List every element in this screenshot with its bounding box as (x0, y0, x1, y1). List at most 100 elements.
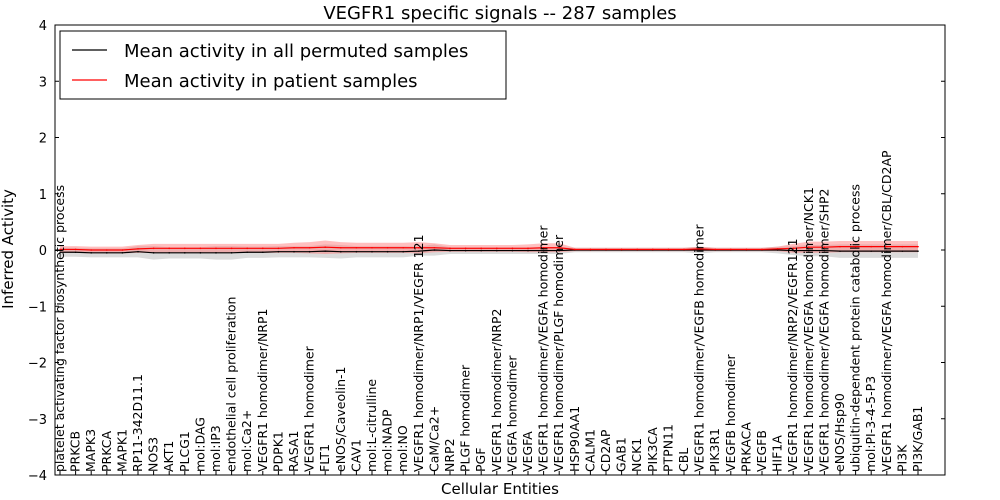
permuted-samples-line-point (917, 250, 919, 252)
patient-samples-line-point (215, 247, 217, 250)
y-tick-label: 3 (39, 75, 47, 90)
patient-samples-line-point (402, 246, 405, 249)
legend-box (59, 30, 507, 100)
category-label: mol:DAG (192, 417, 207, 472)
category-label: CALM1 (582, 429, 597, 472)
permuted-samples-line-point (106, 252, 108, 254)
patient-samples-line-point (714, 248, 716, 251)
category-label: PGF (473, 448, 488, 472)
category-label: VEGFR1 homodimer/VEGFA homodimer (536, 225, 551, 472)
permuted-samples-line-point (90, 252, 92, 254)
category-label: RASA1 (286, 431, 301, 472)
permuted-samples-line-point (199, 252, 202, 254)
category-labels: platelet activating factor biosynthetic … (52, 150, 925, 475)
permuted-samples-line-point (59, 251, 61, 254)
y-tick-label: −3 (28, 413, 47, 428)
permuted-samples-line-point (371, 250, 373, 253)
patient-samples-line-point (870, 245, 872, 248)
permuted-samples-line (60, 249, 918, 254)
permuted-samples-line-point (449, 249, 451, 252)
patient-samples-line-point (667, 248, 670, 251)
patient-samples-line-point (542, 246, 545, 249)
category-label: HSP90AA1 (567, 406, 582, 472)
patient-samples-line-point (652, 248, 654, 251)
permuted-samples-line-point (168, 252, 170, 254)
category-label: PIK3R1 (707, 428, 722, 472)
category-label: mol:Ca2+ (239, 410, 254, 472)
category-label: CAV1 (348, 439, 363, 472)
patient-samples-line-point (449, 247, 451, 250)
category-label: VEGFB homodimer (723, 353, 738, 472)
category-label: PLGF homodimer (458, 364, 473, 472)
category-label: CBL (676, 448, 691, 472)
patient-samples-line-point (839, 245, 841, 248)
category-label: eNOS/Caveolin-1 (333, 367, 348, 472)
permuted-samples-line-point (246, 251, 248, 254)
permuted-samples-line-point (230, 252, 233, 254)
y-axis-label: Inferred Activity (0, 189, 17, 309)
permuted-samples-line-point (542, 249, 545, 252)
category-label: NCK1 (629, 438, 644, 472)
category-label: VEGFR1 homodimer/PLGF homodimer (551, 234, 566, 472)
patient-samples-line-point (792, 247, 794, 250)
patient-samples-line-point (340, 246, 342, 249)
legend-label-patient: Mean activity in patient samples (124, 71, 418, 92)
category-label: VEGFR1 homodimer/NRP2 (489, 309, 504, 472)
category-label: PRKCA (99, 431, 114, 472)
permuted-samples-line-point (823, 249, 826, 252)
patient-samples-line-point (418, 246, 420, 249)
patient-samples-line-point (168, 247, 170, 250)
y-tick-label: 2 (39, 132, 47, 147)
category-label: FLT1 (317, 444, 332, 472)
category-label: PLCG1 (177, 431, 192, 472)
permuted-samples-line-point (527, 249, 529, 252)
plot-frame (54, 24, 946, 476)
patient-samples-line-point (277, 247, 280, 250)
category-label: mol:NO (395, 425, 410, 472)
patient-samples-line-point (636, 248, 638, 251)
patient-samples-line-point (511, 247, 514, 250)
legend-label-permuted: Mean activity in all permuted samples (124, 41, 468, 62)
patient-samples-line-point (59, 248, 61, 251)
patient-samples-line-point (776, 248, 779, 250)
permuted-samples-line-point (480, 249, 483, 252)
permuted-samples-line-point (808, 249, 810, 252)
category-label: HIF1A (770, 435, 785, 472)
permuted-samples-line-point (137, 250, 139, 253)
permuted-samples-line-point (418, 250, 420, 252)
permuted-samples-line-point (262, 251, 264, 254)
patient-samples-line-point (574, 248, 576, 251)
category-label: PDPK1 (270, 431, 285, 472)
category-label: VEGFR1 homodimer/VEGFA homodimer/SHP2 (816, 188, 831, 472)
patient-samples-line-point (293, 246, 295, 249)
y-axis-ticks: −4 −3 −2 −1 0 1 2 3 4 (28, 19, 945, 484)
permuted-samples-line-point (511, 249, 514, 252)
patient-samples-line-point (137, 248, 139, 250)
category-label: mol:IP3 (208, 425, 223, 472)
category-label: CaM/Ca2+ (426, 406, 441, 472)
patient-samples-line-point (823, 246, 826, 248)
patient-samples-line-point (527, 247, 529, 250)
patient-samples-line-point (121, 249, 124, 251)
y-tick-label: −4 (28, 469, 47, 484)
patient-samples-line-point (230, 247, 233, 250)
category-label: AKT1 (161, 441, 176, 472)
permuted-samples-line-point (886, 250, 888, 252)
patient-samples-line (60, 246, 918, 251)
patient-samples-line-point (480, 247, 483, 250)
permuted-samples-line-point (854, 250, 857, 252)
permuted-samples-line-point (121, 252, 124, 254)
chart-title: VEGFR1 specific signals -- 287 samples (323, 3, 676, 24)
category-label: mol:PI-3-4-5-P3 (863, 376, 878, 472)
category-label: PI3K (894, 444, 909, 472)
permuted-samples-line-point (308, 250, 311, 253)
permuted-samples-line-point (293, 250, 295, 253)
category-label: ubiquitin-dependent protein catabolic pr… (848, 184, 863, 472)
permuted-samples-line-point (496, 249, 498, 252)
patient-samples-line-point (698, 248, 701, 250)
category-label: PTPN11 (660, 424, 675, 472)
patient-samples-line-point (152, 247, 155, 250)
permuted-samples-line-point (340, 250, 342, 253)
category-label: VEGFR1 homodimer/VEGFA homodimer/CBL/CD2… (879, 150, 894, 472)
category-label: MAPK1 (114, 429, 129, 472)
